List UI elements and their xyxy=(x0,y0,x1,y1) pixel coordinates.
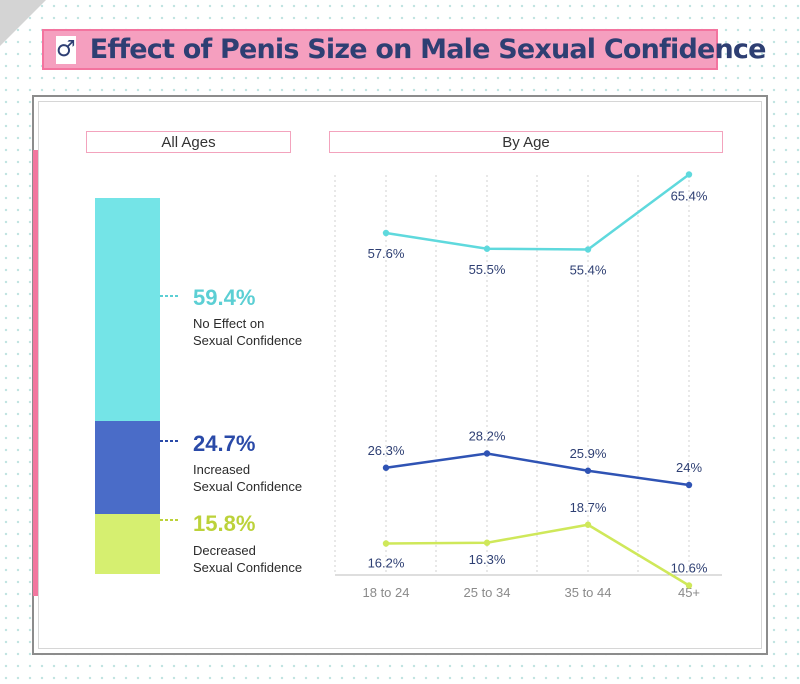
male-symbol-icon: ♂ xyxy=(56,35,76,64)
bar-segment-increased xyxy=(95,421,160,514)
desc-increased-line2: Sexual Confidence xyxy=(193,479,303,494)
data-label-no_effect: 65.4% xyxy=(671,189,708,204)
data-point-decreased xyxy=(483,539,491,546)
data-label-increased: 25.9% xyxy=(570,446,607,461)
chart-frame-inner xyxy=(38,101,762,649)
pct-increased: 24.7% xyxy=(193,431,256,456)
desc-increased: Increased Sexual Confidence xyxy=(193,461,333,495)
desc-no-effect-line1: No Effect on xyxy=(193,316,265,331)
data-label-increased: 28.2% xyxy=(469,429,506,444)
data-label-decreased: 16.3% xyxy=(469,552,506,567)
page-title: Effect of Penis Size on Male Sexual Conf… xyxy=(89,34,767,65)
series-line-decreased xyxy=(385,523,690,587)
data-point-no_effect xyxy=(685,171,693,178)
data-label-no_effect: 55.4% xyxy=(570,263,607,278)
data-point-decreased xyxy=(685,582,693,589)
data-point-no_effect xyxy=(382,229,390,237)
desc-no-effect-line2: Sexual Confidence xyxy=(193,333,303,348)
data-label-increased: 26.3% xyxy=(368,443,405,458)
desc-decreased: Decreased Sexual Confidence xyxy=(193,542,333,576)
by-age-label: By Age xyxy=(329,131,723,153)
data-label-decreased: 10.6% xyxy=(671,561,708,576)
corner-fold xyxy=(0,0,46,46)
data-label-decreased: 16.2% xyxy=(368,556,405,571)
data-point-no_effect xyxy=(483,245,491,252)
side-accent-bar xyxy=(33,150,38,596)
bar-segment-decreased xyxy=(95,514,160,574)
desc-increased-line1: Increased xyxy=(193,462,251,477)
data-point-decreased xyxy=(584,521,592,528)
x-tick-label: 25 to 34 xyxy=(464,585,511,600)
desc-no-effect: No Effect on Sexual Confidence xyxy=(193,315,333,349)
data-point-increased xyxy=(685,481,693,489)
series-line-no_effect xyxy=(385,173,690,251)
all-ages-label: All Ages xyxy=(86,131,291,153)
data-point-increased xyxy=(483,450,491,457)
title-banner: ♂ Effect of Penis Size on Male Sexual Co… xyxy=(42,29,766,70)
desc-decreased-line2: Sexual Confidence xyxy=(193,560,303,575)
x-tick-label: 45+ xyxy=(678,585,700,600)
pct-decreased: 15.8% xyxy=(193,511,256,536)
data-label-increased: 24% xyxy=(676,460,702,475)
bar-segment-no-effect xyxy=(95,198,160,421)
pct-no-effect: 59.4% xyxy=(193,285,256,310)
x-tick-label: 18 to 24 xyxy=(363,585,410,600)
data-point-increased xyxy=(382,464,390,471)
data-label-no_effect: 57.6% xyxy=(368,246,405,261)
data-point-increased xyxy=(584,467,592,474)
data-label-no_effect: 55.5% xyxy=(469,262,506,277)
series-line-increased xyxy=(385,452,690,487)
x-tick-label: 35 to 44 xyxy=(565,585,612,600)
data-point-decreased xyxy=(382,540,390,547)
desc-decreased-line1: Decreased xyxy=(193,543,256,558)
data-point-no_effect xyxy=(584,246,592,253)
data-label-decreased: 18.7% xyxy=(570,500,607,515)
